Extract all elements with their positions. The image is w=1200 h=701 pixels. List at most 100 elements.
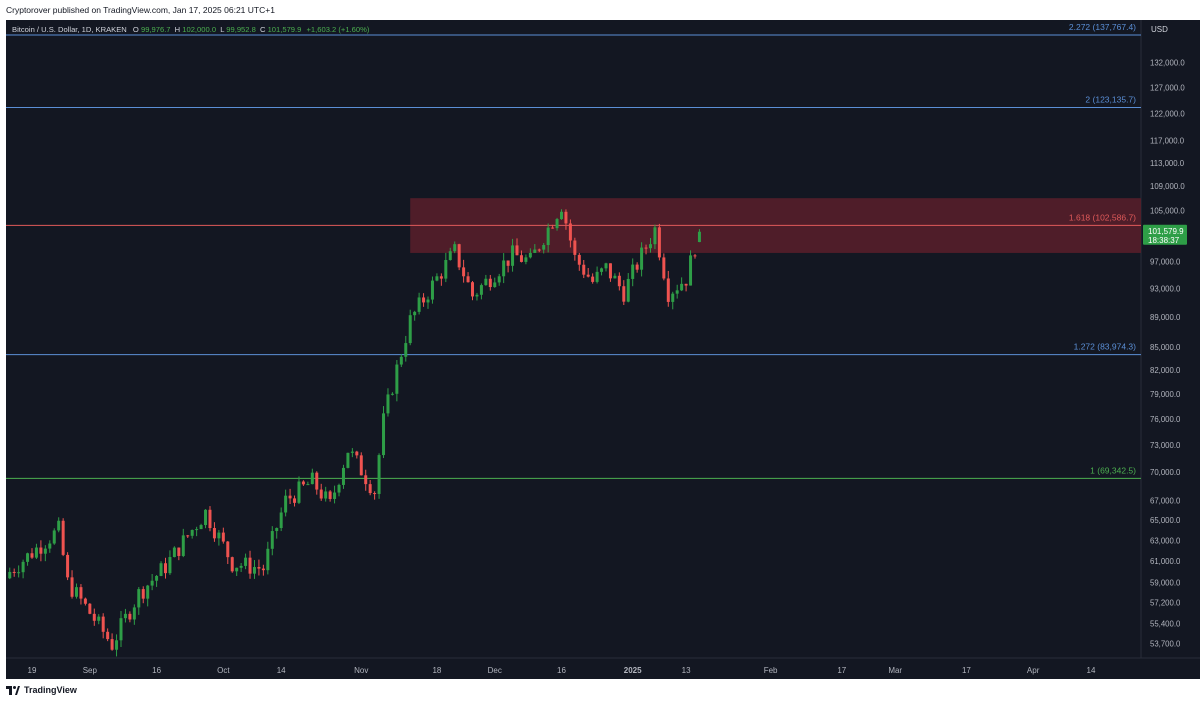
legend-open-value: 99,976.7 (141, 25, 171, 34)
y-tick-12: 79,000.0 (1150, 390, 1181, 399)
candle-16 (79, 584, 83, 605)
candle-153 (689, 250, 693, 286)
legend-high-value: 102,000.0 (182, 25, 216, 34)
x-tick-4: 14 (277, 666, 286, 675)
candle-128 (577, 252, 581, 271)
current-price-box (1143, 224, 1187, 245)
candle-118 (533, 244, 537, 254)
x-tick-11: Feb (764, 666, 778, 675)
candle-126 (568, 219, 572, 248)
x-tick-5: Nov (354, 666, 368, 675)
candle-53 (244, 553, 248, 570)
candle-110 (497, 273, 501, 286)
candle-152 (684, 283, 688, 292)
candle-89 (404, 335, 408, 362)
candle-57 (261, 564, 265, 576)
candle-142 (640, 242, 644, 277)
candle-102 (462, 259, 466, 283)
x-tick-14: 17 (962, 666, 971, 675)
candle-103 (466, 272, 470, 283)
candle-132 (595, 266, 599, 284)
candle-19 (92, 608, 96, 626)
published-text: Cryptorover published on TradingView.com… (6, 5, 275, 15)
candle-38 (177, 547, 181, 561)
x-tick-8: 16 (557, 666, 566, 675)
y-tick-14: 73,000.0 (1150, 441, 1181, 450)
candle-122 (551, 224, 555, 229)
candle-46 (212, 522, 216, 542)
candle-155 (697, 229, 701, 243)
y-tick-11: 82,000.0 (1150, 366, 1181, 375)
candle-14 (70, 570, 74, 599)
candle-29 (137, 587, 141, 615)
candle-95 (430, 276, 434, 304)
candle-32 (150, 574, 154, 591)
fib-label-3: 1.272 (83,974.3) (1074, 342, 1137, 352)
candle-42 (195, 526, 199, 537)
candle-99 (448, 247, 452, 261)
candle-13 (66, 552, 70, 581)
candle-134 (604, 262, 608, 272)
candle-25 (119, 611, 123, 648)
candle-75 (341, 464, 345, 489)
candle-90 (408, 309, 412, 346)
fib-label-1: 2 (123,135.7) (1085, 94, 1136, 104)
candle-36 (168, 550, 172, 575)
candle-117 (528, 248, 532, 259)
candle-109 (493, 277, 497, 288)
currency-label[interactable]: USD (1151, 25, 1168, 34)
candle-88 (399, 354, 403, 368)
y-tick-21: 57,200.0 (1150, 599, 1181, 608)
x-axis-ticks: 19 Sep 16 Oct 14 Nov 18 Dec 16 2025 13 Feb 17 Mar 17 Ap… (28, 666, 1096, 675)
candle-140 (631, 258, 635, 287)
candle-6 (34, 543, 38, 560)
candle-139 (626, 273, 630, 303)
y-tick-20: 59,000.0 (1150, 579, 1181, 588)
candle-47 (217, 529, 221, 546)
candle-60 (275, 527, 279, 539)
candle-129 (582, 259, 586, 279)
candle-107 (484, 274, 488, 286)
candle-28 (132, 604, 136, 625)
candle-65 (297, 476, 301, 505)
candle-17 (83, 597, 87, 606)
candle-48 (221, 527, 225, 544)
candle-73 (333, 485, 337, 504)
candles (8, 209, 701, 657)
y-tick-0: 132,000.0 (1150, 59, 1185, 68)
current-price-label: 101,579.9 (1148, 227, 1184, 236)
candle-135 (608, 263, 612, 282)
time-axis[interactable] (6, 658, 1141, 679)
x-tick-10: 13 (682, 666, 691, 675)
candle-113 (511, 238, 515, 272)
candle-87 (395, 359, 399, 402)
candle-80 (364, 469, 368, 491)
candle-5 (30, 548, 34, 559)
candle-111 (502, 253, 506, 284)
x-tick-16: 14 (1087, 666, 1096, 675)
candle-61 (279, 507, 283, 532)
candle-59 (270, 526, 274, 556)
candle-145 (653, 224, 657, 250)
x-tick-7: Dec (488, 666, 502, 675)
price-axis[interactable] (1141, 20, 1200, 658)
candle-3 (21, 559, 25, 579)
candle-63 (288, 488, 292, 505)
candle-2 (17, 565, 21, 578)
candle-22 (106, 628, 110, 642)
candle-10 (52, 528, 56, 545)
price-chart[interactable]: 2.272 (137,767.4) 2 (123,135.7) 1.618 (102… (0, 20, 1200, 679)
candle-91 (413, 310, 417, 321)
candle-94 (426, 296, 430, 309)
legend-row: Bitcoin / U.S. Dollar, 1D, KRAKEN O 99,9… (12, 25, 370, 34)
candle-148 (666, 270, 670, 307)
candle-44 (204, 509, 208, 529)
x-tick-15: Apr (1027, 666, 1040, 675)
candle-78 (355, 450, 359, 459)
candle-54 (248, 550, 252, 579)
x-tick-6: 18 (432, 666, 441, 675)
candle-124 (560, 209, 563, 220)
candle-34 (159, 561, 163, 577)
candle-35 (163, 557, 167, 579)
